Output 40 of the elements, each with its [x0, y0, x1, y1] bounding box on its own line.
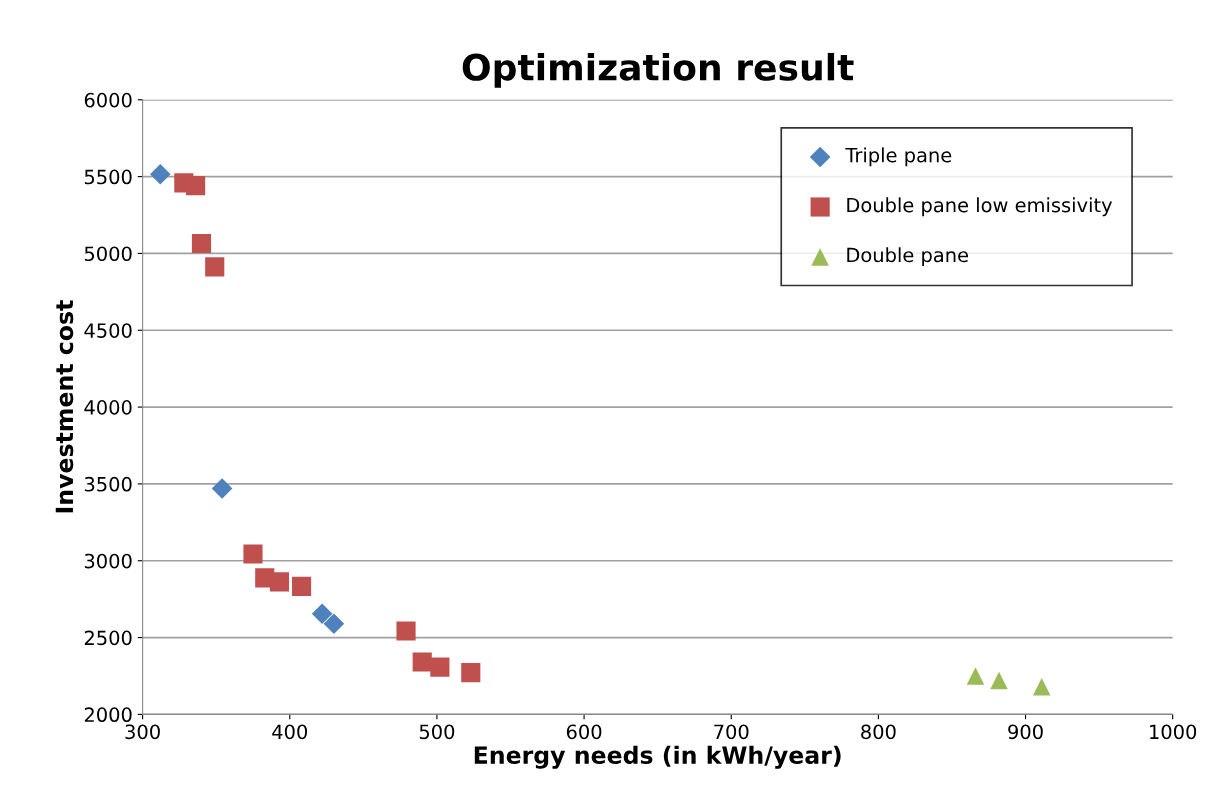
legend-label: Double pane low emissivity	[847, 197, 1113, 217]
x-tick-label: 700	[714, 724, 749, 740]
y-tick-label: 3500	[84, 476, 132, 492]
x-tick-label: 900	[1008, 724, 1043, 740]
x-tick-label: 400	[272, 724, 308, 740]
point	[311, 603, 333, 625]
x-axis-title: Energy needs (in kWh/year)	[474, 745, 841, 769]
y-tick-label: 2500	[84, 630, 132, 646]
point	[396, 621, 416, 641]
point	[205, 257, 225, 277]
x-tick-label: 300	[125, 724, 160, 740]
point	[191, 233, 212, 254]
x-tick-label: 500	[419, 724, 455, 740]
point	[412, 652, 432, 672]
y-tick-label: 5500	[84, 169, 132, 185]
point	[461, 663, 481, 683]
x-tick-label: 800	[861, 724, 896, 740]
point	[211, 478, 233, 499]
x-tick-label: 1000	[1150, 724, 1197, 740]
y-tick-label: 3000	[84, 553, 132, 569]
point	[186, 176, 206, 196]
legend-label: Double pane	[847, 247, 968, 267]
legend-label: Triple pane	[845, 147, 952, 167]
point	[966, 667, 985, 685]
y-tick-label: 2000	[84, 707, 132, 723]
point	[990, 671, 1008, 690]
y-tick-label: 6000	[84, 92, 132, 108]
point	[430, 657, 450, 677]
x-tick-label: 600	[566, 724, 602, 740]
point	[149, 164, 171, 185]
y-tick-label: 5000	[84, 246, 132, 262]
point	[291, 576, 312, 596]
y-tick-label: 4000	[84, 400, 132, 415]
chart-title: Optimization result	[462, 52, 854, 88]
point	[1032, 677, 1051, 696]
point	[323, 613, 345, 635]
y-axis-title: Investment cost	[55, 300, 74, 513]
y-tick-label: 4500	[84, 323, 132, 338]
point	[269, 572, 290, 592]
point	[243, 544, 263, 564]
